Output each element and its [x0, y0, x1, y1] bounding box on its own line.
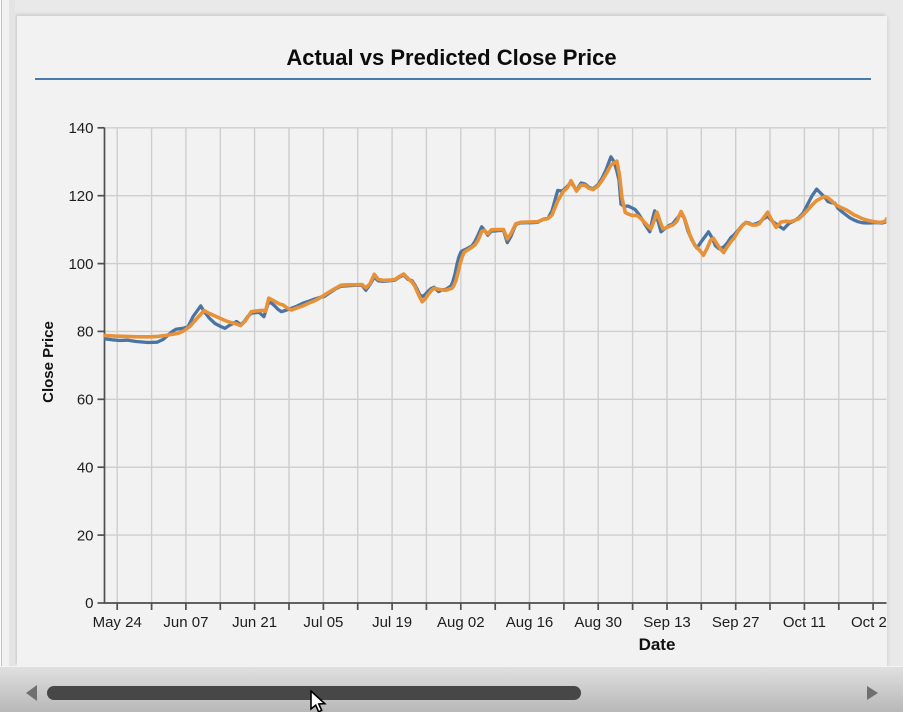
svg-text:Jul 05: Jul 05	[303, 614, 343, 631]
svg-text:Jun 21: Jun 21	[232, 614, 277, 631]
svg-text:Aug 30: Aug 30	[574, 614, 622, 631]
svg-text:0: 0	[85, 595, 93, 612]
svg-text:Oct 25: Oct 25	[851, 614, 895, 631]
svg-text:60: 60	[77, 392, 94, 409]
svg-text:Aug 02: Aug 02	[437, 614, 485, 631]
svg-text:20: 20	[77, 527, 94, 544]
svg-text:Sep 13: Sep 13	[643, 614, 691, 631]
svg-text:Oct 11: Oct 11	[783, 614, 826, 631]
svg-text:Jul 19: Jul 19	[372, 614, 412, 631]
svg-text:40: 40	[77, 459, 94, 476]
svg-text:Close Price: Close Price	[40, 321, 57, 403]
svg-text:140: 140	[68, 120, 93, 137]
svg-text:Jun 07: Jun 07	[163, 614, 208, 631]
svg-text:Sep 27: Sep 27	[712, 614, 760, 631]
svg-text:100: 100	[68, 256, 93, 273]
svg-text:May 24: May 24	[93, 614, 142, 631]
svg-text:Date: Date	[639, 635, 676, 654]
svg-text:Aug 16: Aug 16	[506, 614, 554, 631]
svg-text:120: 120	[68, 188, 93, 205]
svg-text:80: 80	[77, 324, 94, 341]
